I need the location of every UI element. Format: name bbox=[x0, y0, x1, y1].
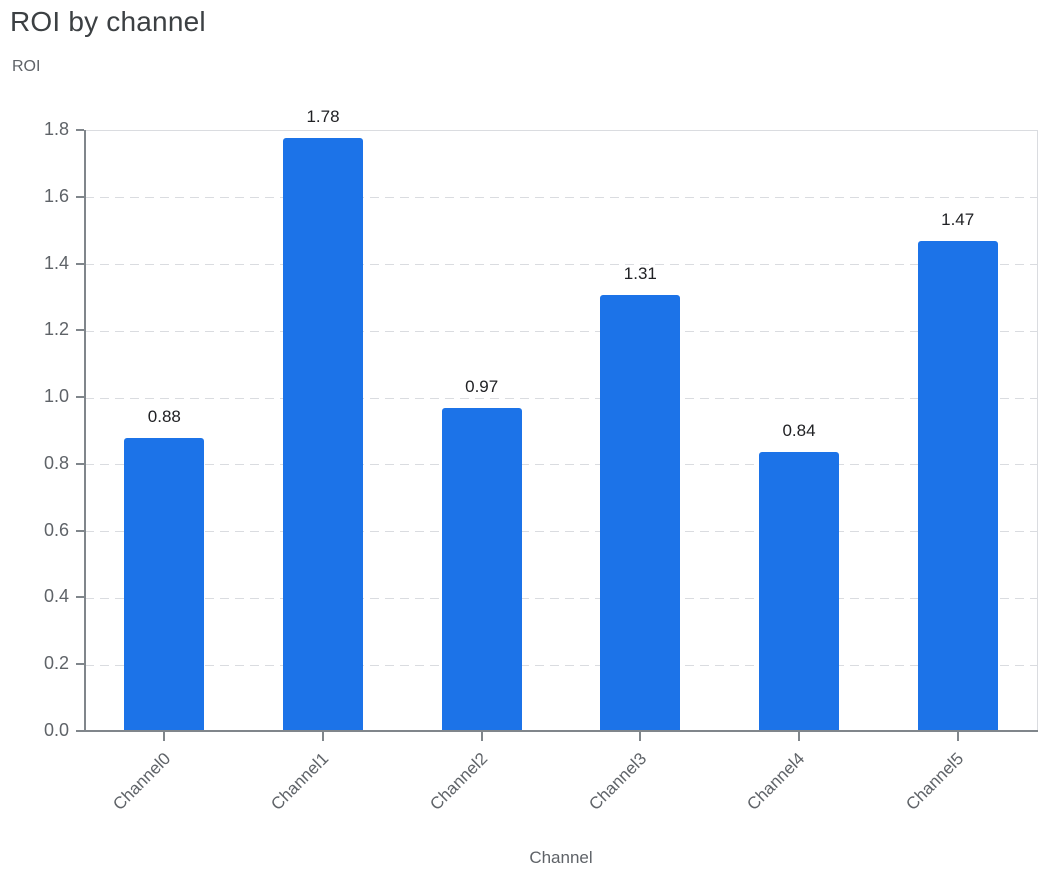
x-tick-label: Channel3 bbox=[584, 749, 650, 814]
x-tick-label: Channel5 bbox=[902, 749, 968, 814]
gridline bbox=[85, 264, 1037, 266]
x-tick-label: Channel0 bbox=[108, 749, 174, 814]
gridline bbox=[85, 664, 1037, 666]
y-tick-mark bbox=[76, 262, 84, 265]
bar-value-label: 1.31 bbox=[623, 263, 657, 283]
bar-value-label: 0.97 bbox=[465, 377, 499, 397]
x-axis-line bbox=[84, 730, 1038, 732]
y-tick-mark bbox=[76, 129, 84, 131]
y-tick-label: 1.8 bbox=[43, 119, 69, 139]
y-tick-mark bbox=[76, 462, 84, 465]
bar-channel2[interactable] bbox=[441, 408, 522, 732]
x-tick-label: Channel2 bbox=[426, 749, 492, 814]
y-tick-label: 1.6 bbox=[43, 185, 69, 206]
y-tick-mark bbox=[76, 195, 84, 198]
bar-value-label: 1.47 bbox=[941, 210, 975, 230]
bar-value-label: 0.84 bbox=[782, 420, 816, 440]
bar-channel4[interactable] bbox=[759, 451, 839, 732]
y-tick-mark bbox=[76, 529, 84, 532]
y-tick-label: 0.8 bbox=[43, 452, 69, 473]
y-tick-label: 0.4 bbox=[43, 586, 69, 607]
x-tick-mark bbox=[639, 732, 642, 741]
bar-value-label: 0.88 bbox=[147, 407, 181, 427]
gridline bbox=[85, 197, 1037, 199]
gridline bbox=[85, 531, 1037, 533]
x-tick-mark bbox=[798, 732, 800, 741]
x-tick-label: Channel1 bbox=[267, 749, 333, 814]
x-tick-mark bbox=[480, 732, 483, 741]
chart-title: ROI by channel bbox=[10, 6, 206, 37]
bar-channel0[interactable] bbox=[124, 438, 205, 732]
y-tick-mark bbox=[76, 663, 84, 666]
plot-area[interactable] bbox=[85, 130, 1038, 732]
y-tick-label: 0.6 bbox=[43, 519, 69, 540]
x-tick-mark bbox=[956, 732, 959, 741]
y-tick-label: 0.0 bbox=[43, 720, 69, 740]
y-tick-mark bbox=[76, 396, 84, 399]
gridline bbox=[85, 330, 1037, 332]
y-tick-label: 1.2 bbox=[43, 319, 69, 340]
y-tick-label: 0.2 bbox=[43, 653, 69, 674]
y-axis-title: ROI bbox=[12, 58, 41, 75]
gridline bbox=[85, 397, 1037, 399]
y-axis-line bbox=[84, 130, 86, 731]
x-tick-mark bbox=[322, 732, 324, 741]
gridline bbox=[85, 464, 1037, 466]
x-axis-title: Channel bbox=[529, 848, 593, 867]
y-tick-mark bbox=[76, 730, 84, 732]
y-tick-label: 1.4 bbox=[43, 252, 69, 273]
bar-channel5[interactable] bbox=[917, 241, 998, 732]
y-tick-mark bbox=[76, 596, 84, 599]
y-tick-label: 1.0 bbox=[43, 386, 69, 407]
bar-channel3[interactable] bbox=[600, 294, 681, 732]
x-tick-label: Channel4 bbox=[743, 749, 809, 814]
bar-channel1[interactable] bbox=[283, 137, 363, 732]
x-tick-mark bbox=[163, 732, 166, 741]
gridline bbox=[85, 597, 1037, 599]
y-tick-mark bbox=[76, 329, 84, 332]
bar-value-label: 1.78 bbox=[306, 106, 340, 126]
